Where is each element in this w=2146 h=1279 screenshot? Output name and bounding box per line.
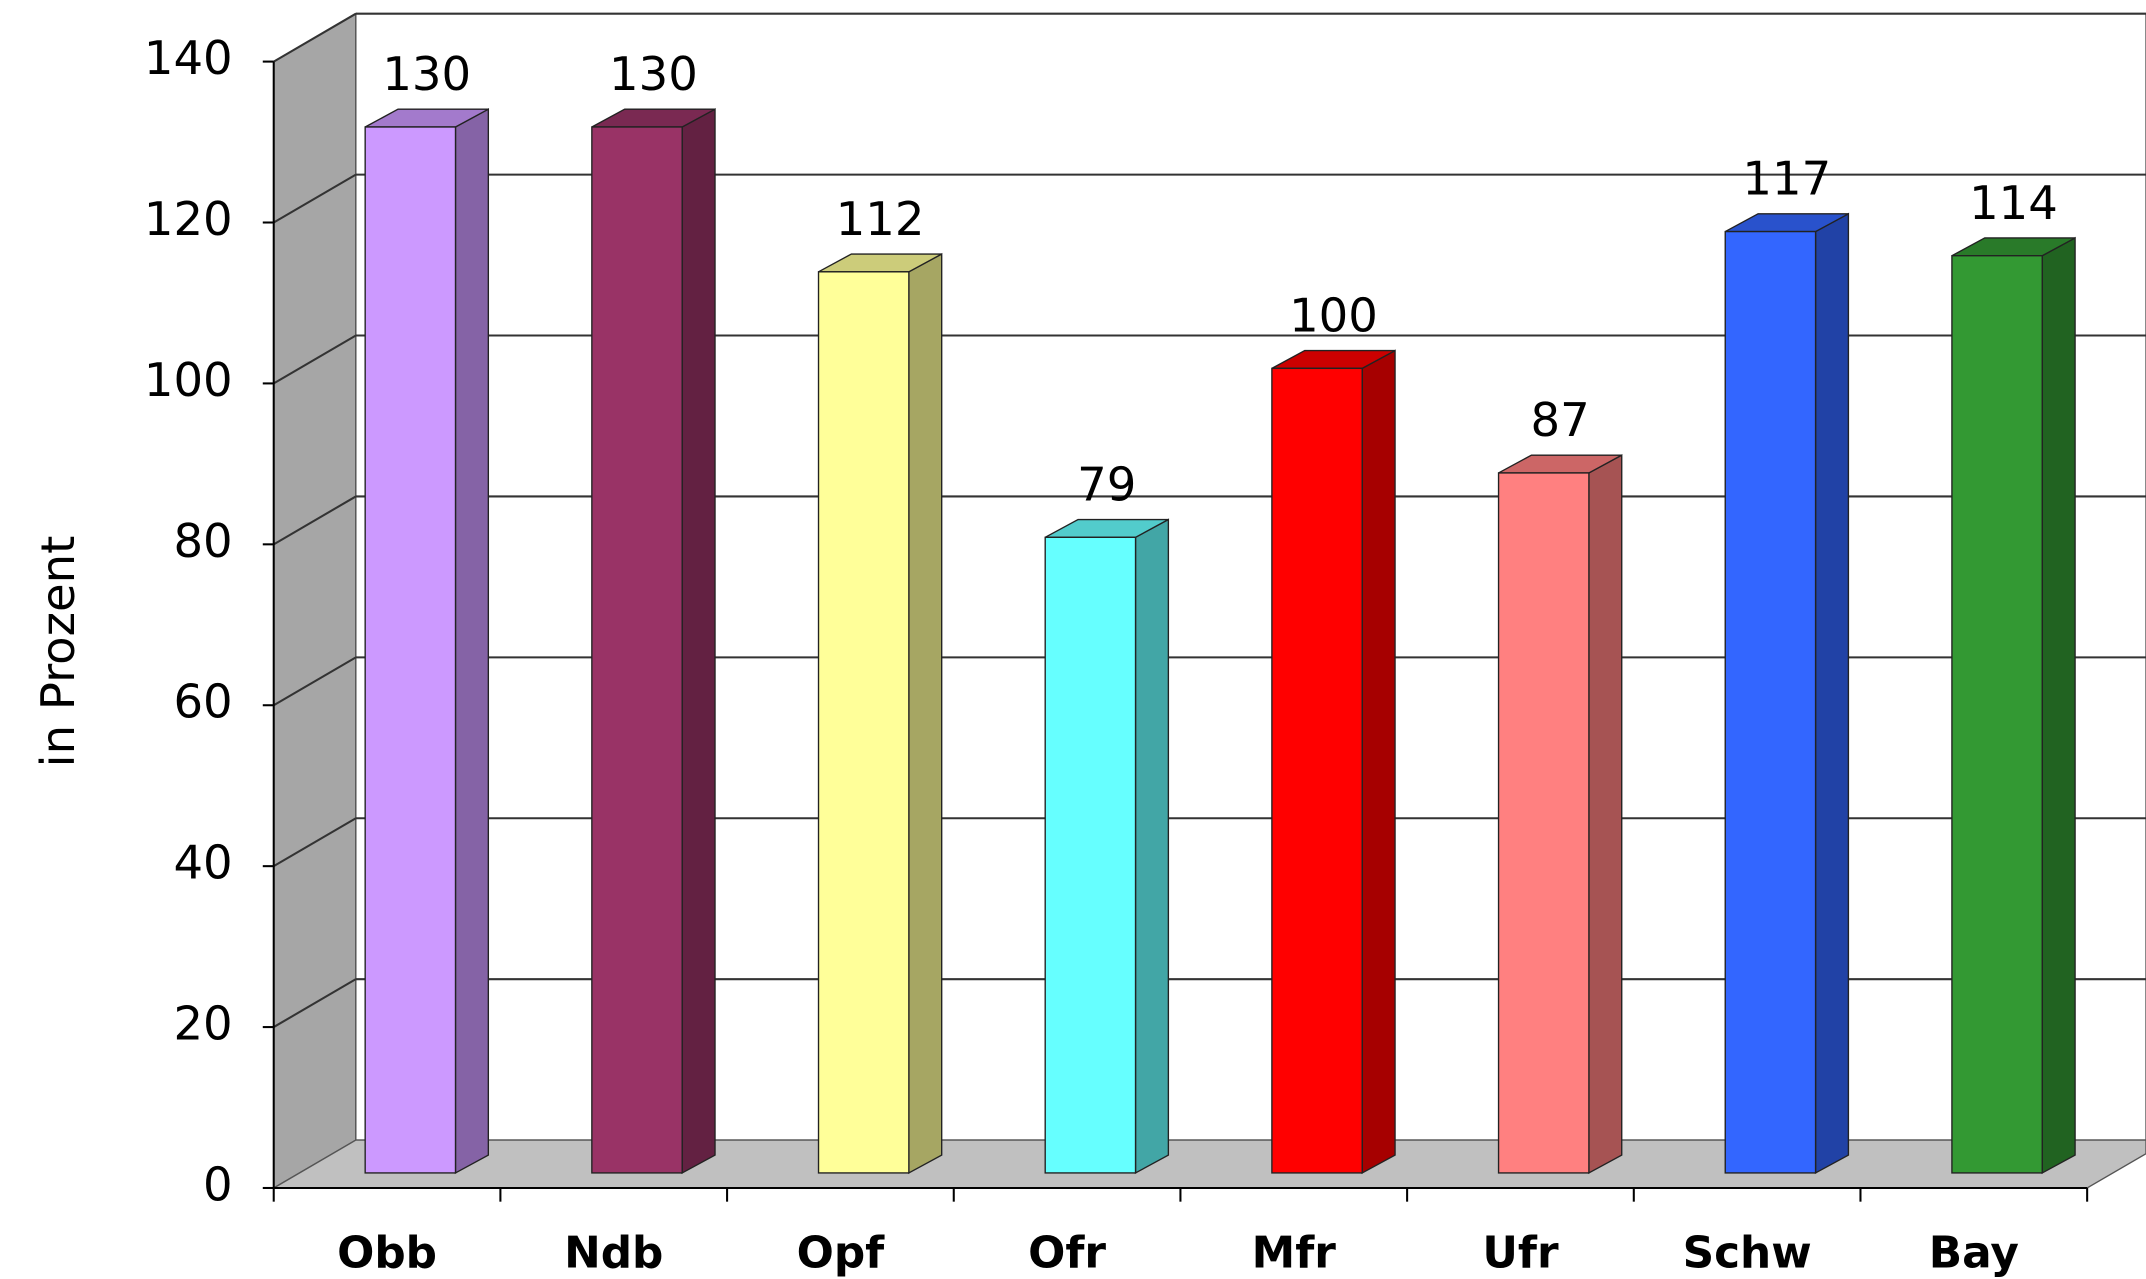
y-tick-label: 120 (144, 192, 233, 246)
bar-side (908, 252, 943, 1175)
side-wall (273, 12, 357, 1190)
bar (1724, 212, 1850, 1175)
y-tick-label: 140 (144, 31, 233, 85)
x-tick-label: Schw (1683, 1227, 1812, 1278)
value-label: 79 (1077, 457, 1136, 511)
value-label: 114 (1969, 176, 2058, 230)
grid-line (273, 656, 357, 707)
value-label: 100 (1289, 288, 1378, 342)
bar-front (1497, 472, 1590, 1174)
grid-line (273, 12, 357, 63)
x-tick-label: Obb (337, 1227, 437, 1278)
bar-front (1724, 230, 1817, 1174)
x-tick-label: Ofr (1028, 1227, 1106, 1278)
bar (1951, 236, 2076, 1175)
bar-front (364, 126, 457, 1174)
bar (364, 108, 490, 1175)
x-tick-label: Mfr (1252, 1227, 1337, 1278)
grid-line (273, 817, 357, 868)
bar-side (681, 108, 716, 1175)
bar-side (2041, 236, 2076, 1175)
y-tick-label: 100 (144, 353, 233, 407)
y-tick-label: 20 (173, 997, 232, 1051)
bar-front (591, 126, 683, 1174)
bar-side (454, 108, 490, 1175)
y-tick-label: 60 (173, 675, 232, 729)
bar-side (1361, 349, 1396, 1175)
y-axis-label: in Prozent (31, 536, 85, 768)
value-label: 112 (836, 192, 925, 246)
grid-line (273, 334, 357, 385)
bar-front (1271, 367, 1363, 1174)
x-tick-label: Ufr (1482, 1227, 1559, 1278)
x-tick-label: Opf (797, 1227, 886, 1278)
y-tick-label: 40 (173, 836, 232, 890)
bar (1044, 518, 1170, 1175)
value-label: 130 (609, 47, 698, 101)
grid-line (273, 173, 357, 224)
bar (1497, 454, 1623, 1175)
x-tick-label: Ndb (564, 1227, 663, 1278)
bar-front (1044, 536, 1137, 1174)
bar (1271, 349, 1396, 1175)
value-label: 117 (1742, 152, 1831, 206)
bar-front (1951, 255, 2043, 1174)
x-tick-label: Bay (1929, 1227, 2019, 1278)
value-label: 87 (1531, 393, 1590, 447)
bar-side (1134, 518, 1170, 1175)
bar-front (817, 271, 910, 1174)
grid-line (273, 495, 357, 546)
bar (817, 252, 943, 1175)
bar (591, 108, 716, 1175)
y-tick-label: 0 (203, 1157, 233, 1211)
value-label: 130 (382, 47, 471, 101)
bar-side (1814, 212, 1850, 1175)
grid-line (273, 978, 357, 1028)
y-tick-label: 80 (173, 514, 232, 568)
bar-side (1588, 454, 1623, 1175)
floor (271, 1139, 2146, 1189)
